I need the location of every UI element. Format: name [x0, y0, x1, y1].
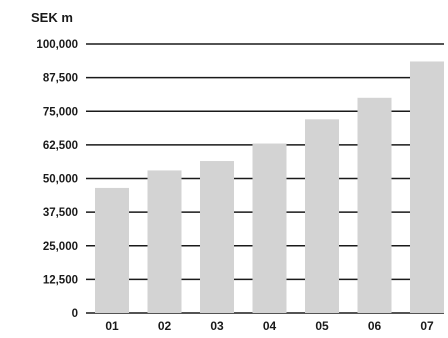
x-tick-label: 01	[105, 319, 119, 333]
x-axis-tick-labels: 01 02 03 04 05 06 07	[105, 319, 434, 333]
unit-label: SEK m	[31, 10, 73, 25]
x-tick-label: 03	[210, 319, 224, 333]
x-tick-label: 05	[315, 319, 329, 333]
x-tick-label: 02	[158, 319, 172, 333]
x-tick-label: 06	[368, 319, 382, 333]
y-tick-label: 0	[72, 308, 78, 320]
x-tick-label: 07	[420, 319, 434, 333]
y-tick-label: 25,000	[43, 241, 78, 253]
y-tick-label: 62,500	[43, 140, 78, 152]
y-tick-label: 100,000	[36, 39, 78, 51]
y-tick-label: 50,000	[43, 174, 78, 186]
bar-05	[305, 119, 339, 313]
bar-01	[95, 187, 129, 313]
y-tick-label: 75,000	[43, 106, 78, 118]
y-axis-tick-labels: 0 12,500 25,000 37,500 50,000 62,500 75,000 87,…	[36, 39, 78, 320]
bar-02	[147, 170, 182, 313]
bar-06	[357, 97, 392, 313]
bar-07	[410, 61, 444, 313]
bar-03	[200, 161, 234, 313]
y-tick-label: 87,500	[43, 73, 78, 85]
x-tick-label: 04	[263, 319, 277, 333]
y-tick-label: 12,500	[43, 274, 78, 286]
bar-04	[252, 143, 287, 313]
bars	[95, 61, 444, 313]
y-tick-label: 37,500	[43, 207, 78, 219]
